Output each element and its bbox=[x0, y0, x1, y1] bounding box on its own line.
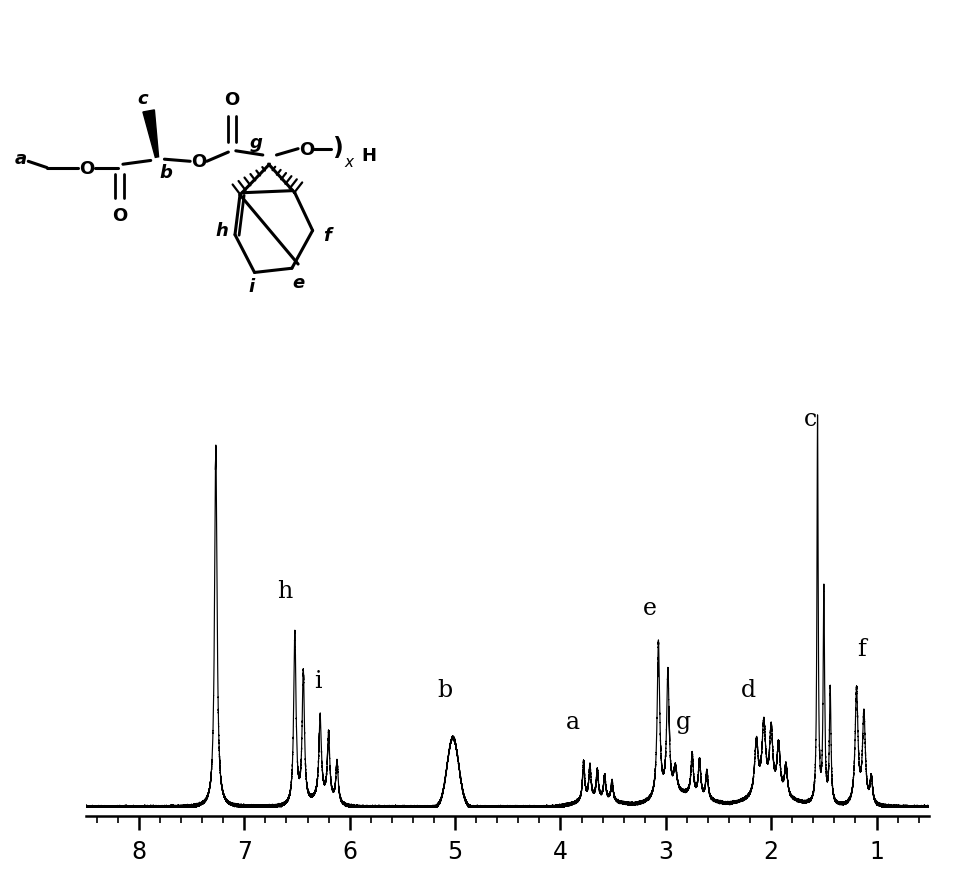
Text: a: a bbox=[15, 150, 27, 168]
Text: h: h bbox=[216, 222, 228, 240]
Text: ): ) bbox=[332, 135, 343, 160]
Text: c: c bbox=[804, 408, 817, 431]
Text: g: g bbox=[676, 710, 692, 734]
Text: b: b bbox=[437, 678, 452, 701]
Text: d: d bbox=[741, 678, 756, 701]
Text: O: O bbox=[79, 160, 94, 177]
Polygon shape bbox=[143, 111, 159, 158]
Text: c: c bbox=[137, 90, 148, 108]
Text: a: a bbox=[566, 710, 581, 734]
Text: h: h bbox=[277, 580, 292, 602]
Text: O: O bbox=[112, 207, 127, 225]
Text: O: O bbox=[224, 91, 240, 109]
Text: i: i bbox=[314, 670, 322, 693]
Text: f: f bbox=[323, 226, 331, 245]
Text: O: O bbox=[299, 140, 314, 159]
Text: e: e bbox=[292, 274, 305, 291]
Text: x: x bbox=[345, 154, 354, 169]
Text: e: e bbox=[643, 596, 657, 619]
Text: b: b bbox=[160, 164, 172, 182]
Text: i: i bbox=[248, 277, 254, 296]
Text: O: O bbox=[191, 153, 206, 171]
Text: H: H bbox=[361, 146, 376, 165]
Text: f: f bbox=[857, 637, 866, 660]
Text: g: g bbox=[249, 134, 262, 153]
